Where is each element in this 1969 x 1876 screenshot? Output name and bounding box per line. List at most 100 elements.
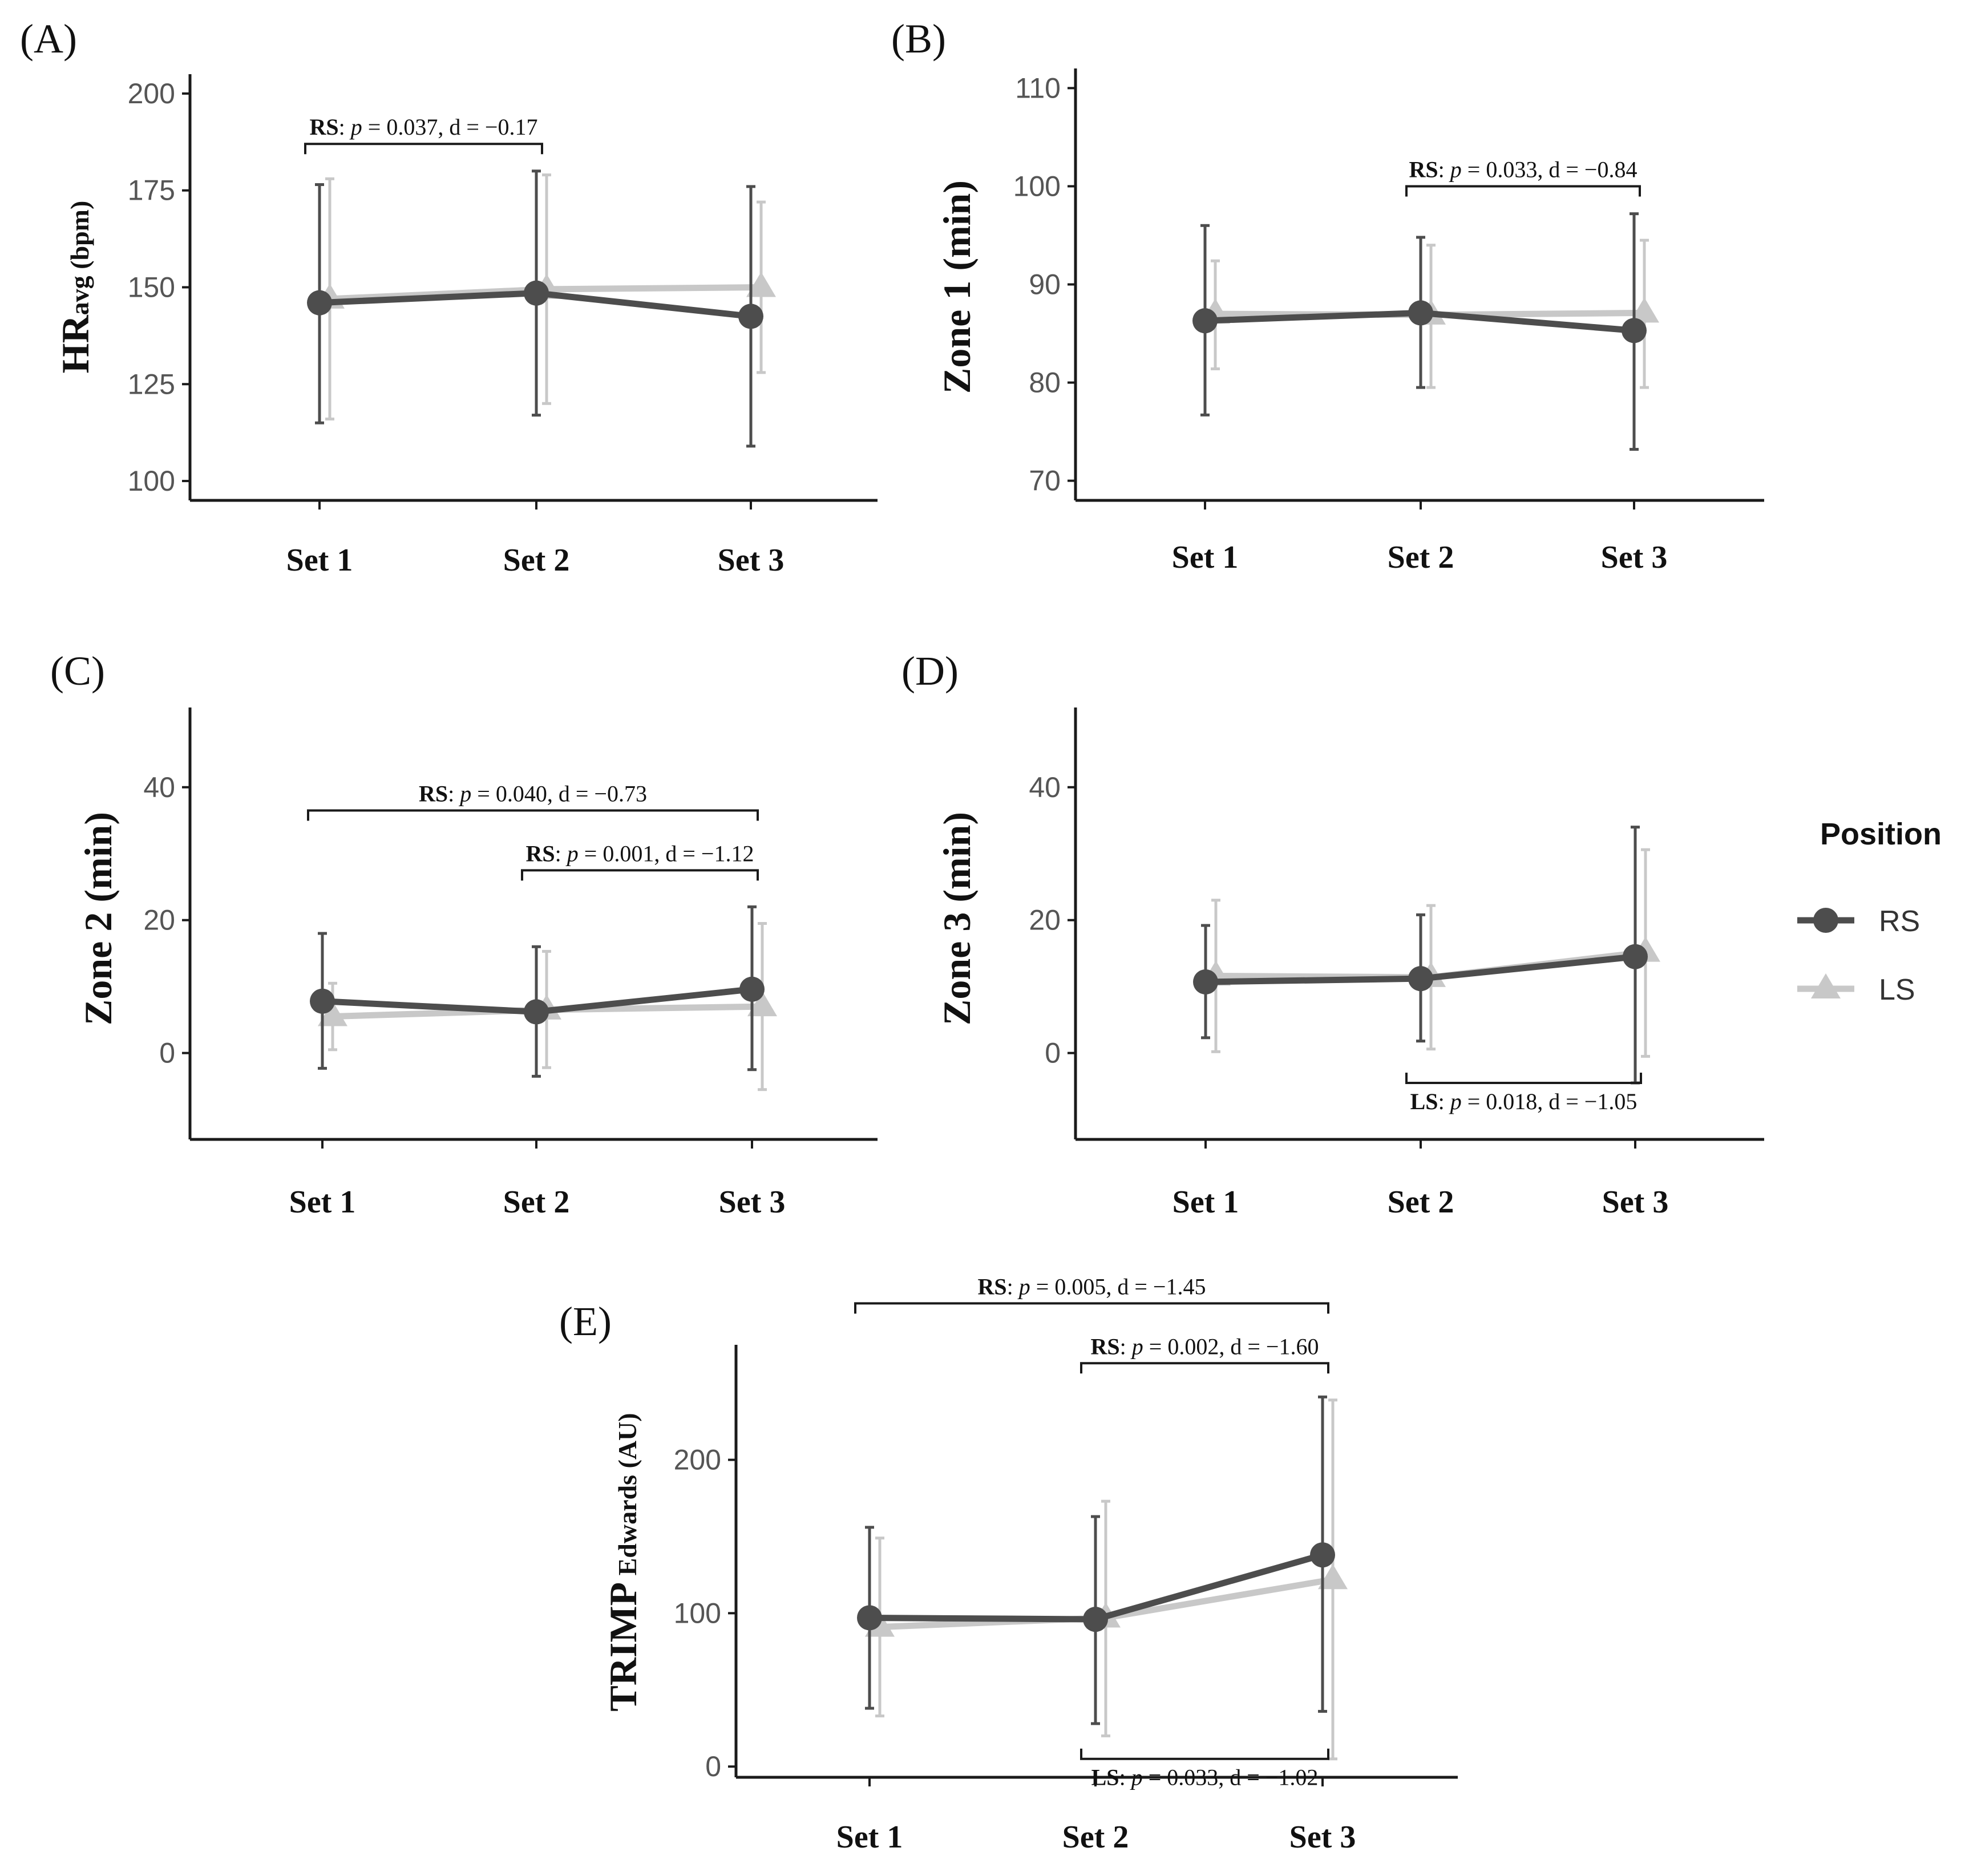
legend-item-ls: LS bbox=[1797, 973, 1915, 1006]
y-tick-label-a: 100 bbox=[128, 465, 175, 497]
data-point-rs bbox=[1192, 308, 1218, 334]
y-axis-label-main-c: Zone 2 (min) bbox=[76, 812, 120, 1025]
significance-label: LS: p = 0.018, d = −1.05 bbox=[1410, 1089, 1638, 1114]
y-tick-label-c: 20 bbox=[143, 904, 175, 936]
legend: Position RS LS bbox=[1797, 817, 1942, 1006]
bracket-line bbox=[304, 143, 543, 155]
series-rs-e bbox=[857, 1395, 1335, 1725]
x-tick-label-b: Set 3 bbox=[1601, 540, 1668, 575]
bracket-line bbox=[1405, 185, 1641, 197]
data-point-rs bbox=[1622, 318, 1647, 343]
y-axis-label-sub-a: avg (bpm) bbox=[65, 201, 94, 316]
y-tick-label-a: 200 bbox=[128, 78, 175, 110]
bracket-line bbox=[1080, 1748, 1329, 1760]
series-rs-d bbox=[1193, 826, 1648, 1085]
y-tick-label-b: 110 bbox=[1015, 72, 1061, 104]
legend-label-rs: RS bbox=[1879, 905, 1920, 938]
y-tick-label-d: 20 bbox=[1029, 904, 1061, 936]
data-point-ls bbox=[746, 272, 776, 297]
bracket-line bbox=[307, 809, 759, 821]
y-tick-label-c: 0 bbox=[159, 1037, 175, 1069]
data-point-rs bbox=[1408, 300, 1433, 326]
legend-label-ls: LS bbox=[1879, 973, 1915, 1006]
series-rs-b bbox=[1192, 212, 1647, 451]
panel-label-d: (D) bbox=[901, 648, 959, 694]
data-point-rs bbox=[1193, 969, 1218, 994]
data-point-rs bbox=[1408, 966, 1433, 992]
significance-label: RS: p = 0.040, d = −0.73 bbox=[419, 781, 647, 807]
x-tick-label-c: Set 2 bbox=[503, 1184, 570, 1220]
y-axis-label-b: Zone 1 (min) bbox=[935, 180, 979, 394]
significance-label: RS: p = 0.005, d = −1.45 bbox=[978, 1273, 1206, 1299]
y-axis-label-e: TRIMP Edwards (AU) bbox=[601, 1413, 645, 1711]
data-point-rs bbox=[307, 290, 332, 316]
significance-label: RS: p = 0.037, d = −0.17 bbox=[310, 114, 538, 140]
series-ls-e bbox=[865, 1398, 1348, 1761]
legend-item-rs: RS bbox=[1797, 905, 1920, 938]
y-tick-label-b: 80 bbox=[1029, 367, 1061, 399]
legend-marker-rs bbox=[1813, 908, 1838, 933]
series-rs-a bbox=[307, 169, 763, 448]
data-point-ls bbox=[318, 1001, 347, 1026]
x-tick-label-a: Set 3 bbox=[718, 543, 785, 578]
data-point-rs bbox=[310, 988, 335, 1014]
panel-d: (D) 0 20 40 Set 1 Set 2 Set 3 Zone 3 (min) LS: p… bbox=[901, 648, 1764, 1220]
bracket-line bbox=[854, 1302, 1329, 1314]
significance-label: RS: p = 0.001, d = −1.12 bbox=[526, 840, 754, 866]
x-tick-label-b: Set 2 bbox=[1388, 540, 1454, 575]
bracket-line bbox=[521, 869, 759, 881]
y-tick-label-b: 70 bbox=[1029, 465, 1061, 497]
y-axis-label-main-a: HR bbox=[54, 314, 97, 373]
data-point-rs bbox=[738, 304, 763, 329]
data-point-rs bbox=[524, 999, 549, 1025]
significance-bracket-d: LS: p = 0.018, d = −1.05 bbox=[1405, 1073, 1642, 1114]
data-point-ls bbox=[747, 991, 777, 1017]
significance-bracket-e: LS: p = 0.033, d = −1.02 bbox=[1080, 1748, 1329, 1790]
y-axis-label-c: Zone 2 (min) bbox=[76, 812, 120, 1025]
significance-bracket-b: RS: p = 0.033, d = −0.84 bbox=[1405, 156, 1641, 197]
y-axis-label-d: Zone 3 (min) bbox=[935, 812, 979, 1025]
panel-label-c: (C) bbox=[50, 648, 105, 694]
x-tick-label-b: Set 1 bbox=[1172, 540, 1239, 575]
panel-label-b: (B) bbox=[891, 16, 946, 62]
y-tick-label-b: 90 bbox=[1029, 269, 1061, 301]
y-tick-label-a: 150 bbox=[128, 272, 175, 304]
data-point-rs bbox=[1310, 1542, 1335, 1568]
panel-a: (A) 100 125 150 175 200 Set 1 Set 2 Set 3 HRavg (… bbox=[20, 16, 878, 578]
x-tick-label-c: Set 1 bbox=[289, 1184, 356, 1220]
y-axis-label-main-d: Zone 3 (min) bbox=[935, 812, 979, 1025]
bracket-line bbox=[1080, 1362, 1329, 1374]
panel-label-a: (A) bbox=[20, 16, 77, 62]
significance-bracket-e: RS: p = 0.005, d = −1.45 bbox=[854, 1273, 1329, 1314]
y-tick-label-b: 100 bbox=[1013, 170, 1061, 202]
bracket-line bbox=[1405, 1073, 1642, 1085]
significance-label: RS: p = 0.033, d = −0.84 bbox=[1409, 156, 1638, 182]
x-tick-label-d: Set 1 bbox=[1172, 1184, 1239, 1220]
y-axis-label-main-b: Zone 1 (min) bbox=[935, 180, 979, 394]
x-tick-label-d: Set 2 bbox=[1388, 1184, 1454, 1220]
significance-bracket-c: RS: p = 0.001, d = −1.12 bbox=[521, 840, 759, 881]
series-ls-d bbox=[1201, 848, 1660, 1058]
y-axis-label-sub-e: Edwards (AU) bbox=[613, 1413, 642, 1582]
panel-label-e: (E) bbox=[559, 1299, 612, 1344]
significance-bracket-c: RS: p = 0.040, d = −0.73 bbox=[307, 781, 759, 821]
y-tick-label-d: 40 bbox=[1029, 771, 1061, 803]
x-tick-label-e: Set 1 bbox=[836, 1820, 903, 1855]
x-tick-label-a: Set 2 bbox=[503, 543, 570, 578]
y-tick-label-c: 40 bbox=[143, 771, 175, 803]
panel-e: (E) 0 100 200 Set 1 Set 2 Set 3 TRIMP Edwards (… bbox=[559, 1273, 1458, 1855]
y-tick-label-d: 0 bbox=[1045, 1037, 1061, 1069]
panel-c: (C) 0 20 40 Set 1 Set 2 Set 3 Zone 2 (min) RS: p… bbox=[50, 648, 878, 1220]
series-rs-c bbox=[310, 905, 765, 1078]
x-tick-label-a: Set 1 bbox=[286, 543, 353, 578]
data-point-rs bbox=[857, 1605, 882, 1631]
x-tick-label-e: Set 2 bbox=[1062, 1820, 1129, 1855]
x-tick-label-d: Set 3 bbox=[1602, 1184, 1669, 1220]
data-point-rs bbox=[739, 976, 765, 1002]
y-tick-label-e: 0 bbox=[705, 1750, 721, 1782]
y-tick-label-a: 125 bbox=[128, 368, 175, 400]
significance-bracket-e: RS: p = 0.002, d = −1.60 bbox=[1080, 1333, 1329, 1374]
data-point-rs bbox=[524, 280, 549, 306]
data-point-rs bbox=[1083, 1607, 1108, 1632]
